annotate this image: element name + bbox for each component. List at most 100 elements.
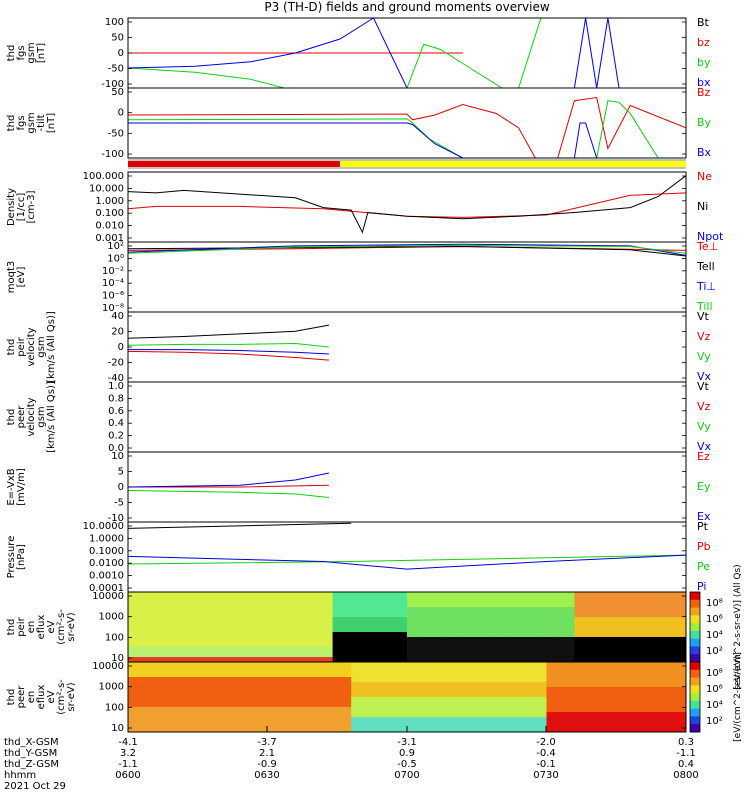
peir-spectrogram-cell xyxy=(221,617,231,623)
peer-spectrogram-cell xyxy=(611,662,622,668)
peer-spectrogram-cell xyxy=(509,697,520,703)
peer-spectrogram-cell xyxy=(193,672,203,678)
peir-spectrogram-cell xyxy=(462,642,473,648)
peir-colorbar-color-step xyxy=(690,592,700,601)
peer-spectrogram-cell xyxy=(295,717,306,723)
fgs-legend-label: bx xyxy=(697,76,711,89)
peir-spectrogram-cell xyxy=(183,597,194,603)
peir-spectrogram-cell xyxy=(546,637,557,643)
density-ylabel: Density xyxy=(6,188,17,226)
peer-spectrogram-cell xyxy=(351,677,361,683)
peir-spectrogram-cell xyxy=(379,647,389,653)
peer-spectrogram-cell xyxy=(221,707,231,713)
peir-colorbar-color-step xyxy=(690,654,700,663)
peir-spectrogram-cell xyxy=(416,627,427,633)
peir-spectrogram-cell xyxy=(565,607,575,613)
peir-spectrogram-cell xyxy=(341,617,352,623)
peir-spectrogram-cell xyxy=(388,627,399,633)
peer-spectrogram-cell xyxy=(174,702,185,708)
peir-spectrogram-cell xyxy=(490,597,501,603)
peir-spectrogram-cell xyxy=(360,597,371,603)
peir-spectrogram-cell xyxy=(518,622,529,628)
peer-spectrogram-cell xyxy=(462,702,473,708)
peir-spectrogram-cell xyxy=(593,597,603,603)
peer-spectrogram-cell xyxy=(500,717,510,723)
peer-spectrogram-cell xyxy=(323,677,334,683)
peer-spectrogram-cell xyxy=(360,682,371,688)
peer-spectrogram-ylabel: en xyxy=(26,691,37,704)
peir-spectrogram-cell xyxy=(462,627,473,633)
peer-spectrogram-cell xyxy=(648,707,659,713)
peir-spectrogram-cell xyxy=(472,632,482,638)
peir-spectrogram-cell xyxy=(509,647,520,653)
peer-spectrogram-colorbar-tick: 10⁴ xyxy=(706,700,723,711)
peir-spectrogram-cell xyxy=(434,632,445,638)
peir-spectrogram-cell xyxy=(211,652,222,658)
peir-spectrogram-cell xyxy=(239,592,250,598)
peir-spectrogram-cell xyxy=(453,617,464,623)
peir-spectrogram-cell xyxy=(174,637,185,643)
peir-spectrogram-cell xyxy=(667,602,678,608)
peer-spectrogram-cell xyxy=(518,692,529,698)
peer-spectrogram-cell xyxy=(574,682,585,688)
peir-spectrogram-cell xyxy=(667,647,678,653)
xaxis-value: 0.4 xyxy=(678,759,694,770)
fgs-ylabel: [nT] xyxy=(36,43,47,63)
peer-spectrogram-cell xyxy=(509,677,520,683)
peer-spectrogram-cell xyxy=(658,717,668,723)
peir-spectrogram-cell xyxy=(351,632,361,638)
peir-spectrogram-cell xyxy=(546,617,557,623)
peer-spectrogram-cell xyxy=(527,722,538,728)
peer-spectrogram-cell xyxy=(332,692,343,698)
peir-spectrogram-cell xyxy=(155,657,166,663)
efield-ylabel: E=-VxB xyxy=(6,468,17,505)
peir-spectrogram-cell xyxy=(128,627,138,633)
peir-spectrogram-cell xyxy=(425,592,436,598)
peer-spectrogram-cell xyxy=(193,677,203,683)
peir-spectrogram-cell xyxy=(407,622,417,628)
peer-spectrogram-cell xyxy=(648,712,659,718)
peir-spectrogram-cell xyxy=(137,647,148,653)
peer-spectrogram-cell xyxy=(304,727,315,733)
peer-spectrogram-cell xyxy=(239,687,250,693)
peir-spectrogram-cell xyxy=(211,642,222,648)
peer-spectrogram-cell xyxy=(369,697,380,703)
peer-spectrogram-cell xyxy=(555,667,566,673)
peir-spectrogram-cell xyxy=(267,632,278,638)
peer-spectrogram-cell xyxy=(360,712,371,718)
peir-spectrogram-cell xyxy=(155,632,166,638)
peer-spectrogram-cell xyxy=(248,687,259,693)
peir-spectrogram-cell xyxy=(286,637,296,643)
peer-spectrogram-cell xyxy=(165,672,175,678)
peer-spectrogram-cell xyxy=(379,697,389,703)
peer-velocity-ytick-label: 0.8 xyxy=(108,393,124,404)
peer-spectrogram-cell xyxy=(593,667,603,673)
peir-spectrogram-cell xyxy=(341,612,352,618)
peer-spectrogram-cell xyxy=(304,687,315,693)
peer-spectrogram-cell xyxy=(202,712,213,718)
peir-spectrogram-cell xyxy=(248,637,259,643)
peir-spectrogram-cell xyxy=(509,602,520,608)
peir-spectrogram-cell xyxy=(527,597,538,603)
peir-spectrogram-cell xyxy=(407,637,417,643)
peer-spectrogram-cell xyxy=(481,707,492,713)
peir-spectrogram-cell xyxy=(397,652,408,658)
peer-spectrogram-cell xyxy=(286,667,296,673)
peir-spectrogram-cell xyxy=(527,627,538,633)
peer-spectrogram-cell xyxy=(546,672,557,678)
peir-spectrogram-cell xyxy=(360,652,371,658)
peer-spectrogram-cell xyxy=(165,707,175,713)
peir-spectrogram-cell xyxy=(574,612,585,618)
peer-spectrogram-cell xyxy=(434,662,445,668)
peir-spectrogram-ytick-label: 10000 xyxy=(92,591,124,602)
peer-spectrogram-cell xyxy=(630,682,640,688)
peir-spectrogram-cell xyxy=(648,597,659,603)
peer-spectrogram-cell xyxy=(639,717,650,723)
peer-spectrogram-cell xyxy=(146,672,157,678)
peer-spectrogram-cell xyxy=(230,682,241,688)
peer-spectrogram-cell xyxy=(146,717,157,723)
fgs-gsm-tilted-ylabel: fgs xyxy=(16,115,27,130)
peir-spectrogram-cell xyxy=(620,657,631,663)
peer-spectrogram-cell xyxy=(639,702,650,708)
peer-spectrogram-cell xyxy=(667,667,678,673)
